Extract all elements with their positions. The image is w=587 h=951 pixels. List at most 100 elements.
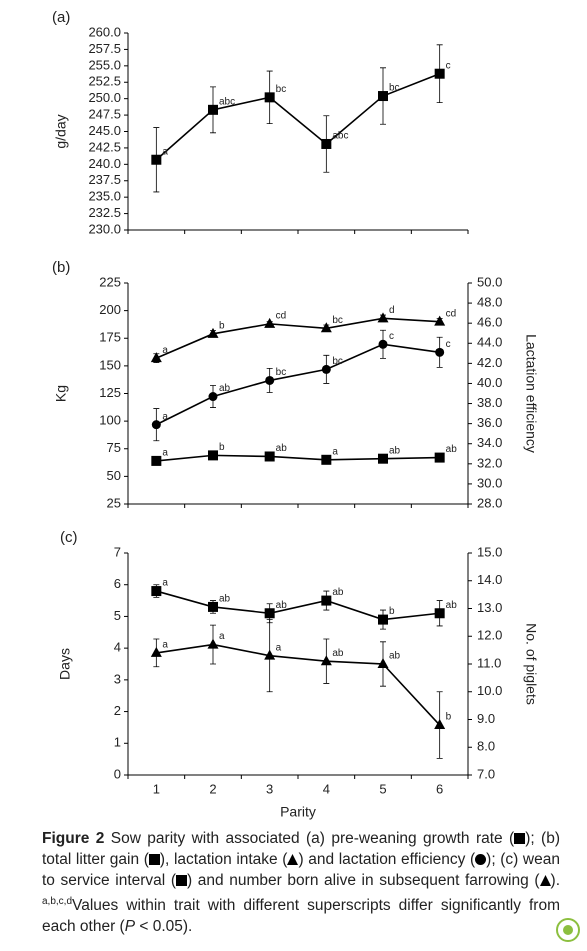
y-tick-label: 237.5 <box>88 172 121 187</box>
marker <box>207 327 219 338</box>
y-tick-label: 232.5 <box>88 205 121 220</box>
y-tick-label: 100 <box>99 413 121 428</box>
significance-label: a <box>162 578 168 589</box>
significance-label: bc <box>389 83 400 94</box>
series-line <box>156 590 440 621</box>
superscript: a,b,c,d <box>42 896 73 907</box>
y-tick-label: 75 <box>107 440 121 455</box>
caption-text: Sow parity with associated (a) pre-weani… <box>104 830 515 847</box>
y2-tick-label: 10.0 <box>477 683 502 698</box>
y2-tick-label: 15.0 <box>477 544 502 559</box>
y2-tick-label: 44.0 <box>477 335 502 350</box>
triangle-icon <box>287 854 299 865</box>
y-tick-label: 3 <box>114 671 121 686</box>
x-tick-label: 5 <box>379 781 386 796</box>
caption-text: ), lactation intake ( <box>159 851 288 868</box>
significance-label: ab <box>332 587 344 598</box>
marker <box>265 375 275 385</box>
marker <box>321 138 332 149</box>
y2-tick-label: 14.0 <box>477 572 502 587</box>
marker <box>378 339 388 349</box>
significance-label: a <box>162 146 168 157</box>
significance-label: ab <box>219 383 231 394</box>
significance-label: a <box>219 631 225 642</box>
panel-label: (a) <box>52 9 70 26</box>
marker <box>207 638 219 649</box>
y-tick-label: 247.5 <box>88 107 121 122</box>
marker <box>320 655 332 666</box>
marker <box>264 649 276 660</box>
y-tick-label: 252.5 <box>88 74 121 89</box>
square-icon <box>176 875 187 886</box>
square-icon <box>148 854 160 865</box>
significance-label: d <box>389 305 395 316</box>
marker <box>264 608 275 619</box>
marker <box>264 92 275 103</box>
y-tick-label: 240.0 <box>88 156 121 171</box>
marker <box>434 315 446 326</box>
significance-label: ab <box>276 443 288 454</box>
y-tick-label: 25 <box>107 495 121 510</box>
significance-label: a <box>162 411 168 422</box>
y-tick-label: 6 <box>114 576 121 591</box>
significance-label: bc <box>332 356 343 367</box>
significance-label: ab <box>276 600 288 611</box>
y2-tick-label: 32.0 <box>477 455 502 470</box>
y2-tick-label: 8.0 <box>477 739 495 754</box>
significance-label: cd <box>276 311 287 322</box>
marker <box>434 608 445 619</box>
significance-label: ab <box>219 594 231 605</box>
significance-label: a <box>332 446 338 457</box>
y2-tick-label: 12.0 <box>477 628 502 643</box>
x-tick-label: 6 <box>436 781 443 796</box>
marker <box>264 317 276 328</box>
y2-tick-label: 7.0 <box>477 766 495 781</box>
y2-tick-label: 48.0 <box>477 295 502 310</box>
y2-tick-label: 38.0 <box>477 395 502 410</box>
significance-label: b <box>219 442 225 453</box>
series-line <box>155 343 440 426</box>
caption-text: ). <box>550 872 560 889</box>
y-axis-label: g/day <box>53 114 69 148</box>
marker <box>264 451 275 462</box>
y-tick-label: 7 <box>114 544 121 559</box>
significance-label: c <box>446 60 451 71</box>
y2-tick-label: 9.0 <box>477 711 495 726</box>
marker <box>434 68 445 79</box>
significance-label: abc <box>219 96 235 107</box>
marker <box>378 614 388 625</box>
y2-tick-label: 40.0 <box>477 375 502 390</box>
significance-label: a <box>162 640 168 651</box>
y-tick-label: 0 <box>114 766 121 781</box>
significance-label: b <box>219 320 225 331</box>
significance-label: ab <box>389 445 401 456</box>
marker <box>151 420 161 430</box>
panel-label: (b) <box>52 259 70 276</box>
significance-label: bc <box>276 367 287 378</box>
marker <box>435 347 445 357</box>
marker <box>434 452 445 463</box>
significance-label: bc <box>332 315 343 326</box>
caption-label: Figure 2 <box>42 830 105 847</box>
marker <box>321 454 332 465</box>
triangle-icon <box>539 875 551 886</box>
y-tick-label: 5 <box>114 608 121 623</box>
y2-tick-label: 11.0 <box>477 655 501 670</box>
marker <box>208 392 218 402</box>
significance-label: ab <box>332 648 344 659</box>
significance-label: c <box>389 331 394 342</box>
marker <box>321 595 332 606</box>
significance-label: ab <box>446 444 458 455</box>
y-tick-label: 150 <box>99 357 121 372</box>
marker <box>378 453 388 464</box>
y2-tick-label: 42.0 <box>477 355 502 370</box>
x-tick-label: 4 <box>323 781 330 796</box>
y-tick-label: 255.0 <box>88 57 121 72</box>
significance-label: c <box>446 339 451 350</box>
marker <box>321 364 331 374</box>
marker <box>208 450 218 461</box>
y-tick-label: 225 <box>99 274 121 289</box>
y2-tick-label: 28.0 <box>477 495 502 510</box>
y-axis-label: Kg <box>53 385 69 402</box>
